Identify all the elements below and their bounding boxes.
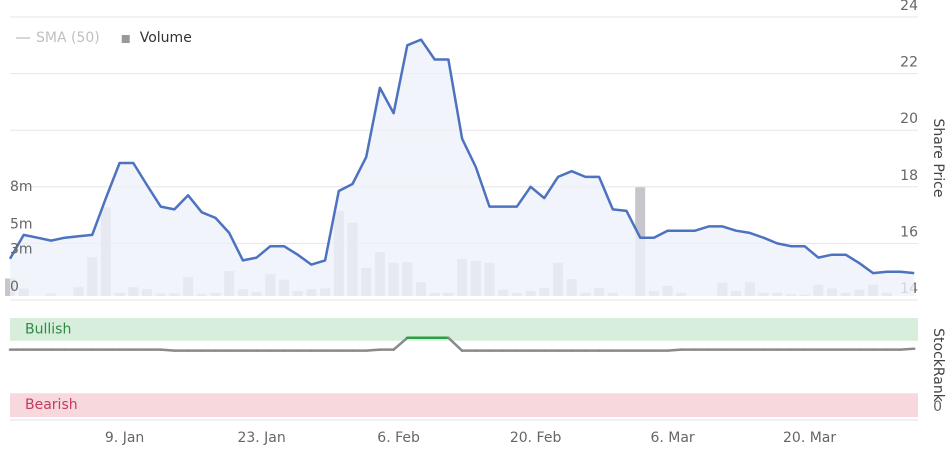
x-tick-label: 6. Mar xyxy=(650,430,694,446)
y-tick-label: 22 xyxy=(900,55,918,71)
rank-band-label: Bullish xyxy=(25,321,71,337)
rank-line xyxy=(899,347,916,351)
legend-item: SMA (50) xyxy=(16,30,100,46)
rank-band xyxy=(10,393,918,417)
y-tick-label: 18 xyxy=(900,168,918,184)
legend-swatch xyxy=(121,35,130,43)
rank-axis-title: StockRank xyxy=(930,328,946,403)
y-axis-title: Share Price xyxy=(930,118,946,197)
y2-tick-label: 8m xyxy=(10,179,33,195)
rank-line xyxy=(159,348,176,352)
x-tick-label: 20. Feb xyxy=(510,430,562,446)
rank-line xyxy=(447,336,464,352)
y2-tick-label: 5m xyxy=(10,217,33,233)
rank-band-label: Bearish xyxy=(25,397,78,413)
rank-line xyxy=(364,348,382,352)
x-tick-label: 6. Feb xyxy=(377,430,420,446)
legend-item: Volume xyxy=(121,30,192,46)
price-line xyxy=(8,38,915,275)
y-tick-label: 24 xyxy=(900,0,918,14)
rank-tick-label: 0 xyxy=(933,399,942,415)
rank-line xyxy=(392,336,409,351)
y-tick-label: 20 xyxy=(900,111,918,127)
rank-line xyxy=(666,348,683,352)
y2-tick-label: 0 xyxy=(10,279,19,295)
x-tick-label: 23. Jan xyxy=(237,430,285,446)
x-tick-label: 9. Jan xyxy=(105,430,144,446)
x-tick-label: 20. Mar xyxy=(783,430,836,446)
price-area xyxy=(10,39,915,296)
y-tick-label: 16 xyxy=(900,224,918,240)
y2-tick-label: 3m xyxy=(10,242,33,258)
rank-band xyxy=(10,318,918,341)
legend-label: SMA (50) xyxy=(36,30,100,46)
legend-label: Volume xyxy=(140,30,192,46)
